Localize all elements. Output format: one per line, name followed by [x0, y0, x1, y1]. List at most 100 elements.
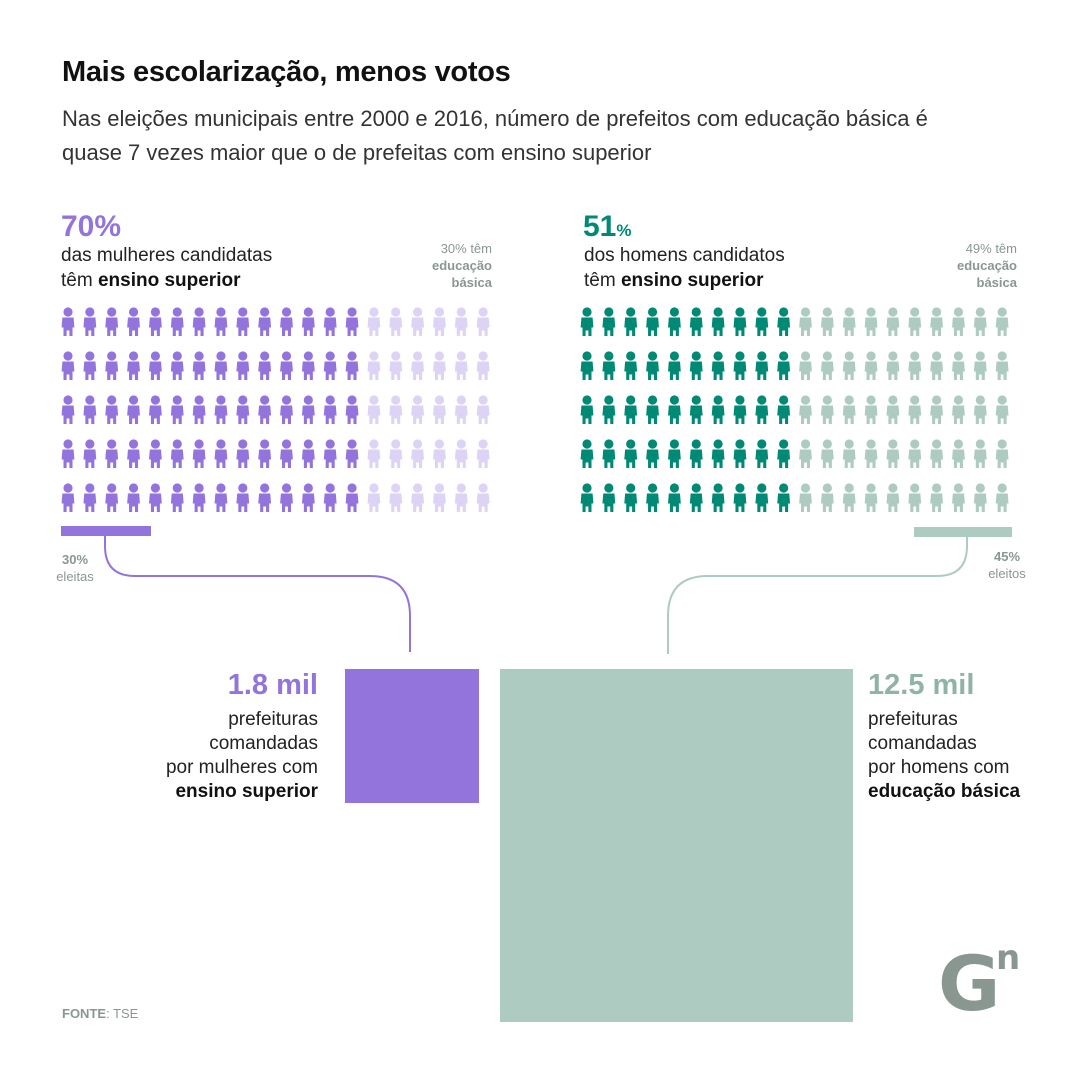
men-person-icon — [755, 439, 769, 468]
women-pct-sign: % — [94, 210, 122, 243]
women-person-icon — [367, 483, 381, 512]
women-person-icon — [170, 307, 184, 336]
women-person-icon — [61, 351, 75, 380]
women-person-icon — [280, 351, 293, 380]
men-person-icon — [973, 395, 987, 424]
men-person-icon — [602, 439, 616, 468]
men-person-icon — [755, 483, 769, 512]
men-person-icon — [820, 483, 834, 512]
men-person-icon — [733, 307, 747, 336]
women-person-icon — [411, 307, 424, 336]
men-desc-line2-pre: têm — [584, 270, 621, 291]
women-person-icon — [301, 307, 315, 336]
men-person-icon — [580, 483, 594, 512]
men-person-icon — [624, 439, 638, 468]
men-person-icon — [689, 351, 703, 380]
women-pct-value: 70 — [61, 210, 95, 243]
women-person-icon — [301, 351, 315, 380]
women-person-icon — [170, 351, 184, 380]
men-person-icon — [930, 483, 943, 512]
women-person-icon — [127, 483, 140, 512]
men-person-icon — [580, 395, 594, 424]
women-desc-line2: têm ensino superior — [61, 268, 272, 293]
men-person-icon — [755, 307, 769, 336]
women-description: das mulheres candidatas têm ensino super… — [61, 243, 272, 293]
women-person-icon — [236, 439, 250, 468]
women-person-icon — [170, 439, 184, 468]
men-person-icon — [952, 351, 965, 380]
women-other-note: 30% têm educação básica — [392, 240, 492, 291]
women-other-line3: básica — [451, 275, 492, 290]
men-person-icon — [624, 395, 638, 424]
women-person-icon — [105, 351, 119, 380]
men-person-icon — [580, 439, 594, 468]
women-person-icon — [476, 483, 490, 512]
men-person-icon — [908, 439, 922, 468]
men-person-icon — [995, 439, 1009, 468]
men-person-icon — [711, 483, 725, 512]
men-person-icon — [973, 351, 987, 380]
men-person-icon — [777, 395, 791, 424]
men-person-icon — [689, 439, 703, 468]
women-other-line1: 30% têm — [440, 241, 492, 256]
women-mil-desc: prefeituras comandadas por mulheres com … — [165, 709, 318, 802]
men-pct-value: 51 — [583, 210, 617, 243]
men-elected-pct: 45% — [993, 549, 1021, 564]
women-person-icon — [433, 439, 446, 468]
women-person-icon — [170, 395, 184, 424]
men-person-icon — [711, 395, 725, 424]
women-person-icon — [476, 395, 490, 424]
women-person-icon — [61, 439, 75, 468]
men-person-icon — [995, 483, 1009, 512]
men-pct-sign: % — [616, 221, 632, 240]
women-mil-block: 1.8 mil prefeituras comandadas por mulhe… — [120, 670, 318, 804]
men-person-icon — [777, 351, 791, 380]
women-person-icon — [192, 307, 206, 336]
women-person-icon — [367, 439, 381, 468]
women-person-icon — [258, 483, 272, 512]
women-mil-square — [345, 669, 479, 803]
men-person-icon — [733, 395, 747, 424]
men-connector — [667, 537, 968, 654]
women-person-icon — [301, 439, 315, 468]
women-person-icon — [258, 307, 272, 336]
women-person-icon — [476, 307, 490, 336]
men-person-icon — [886, 439, 900, 468]
women-person-icon — [389, 351, 403, 380]
women-elected-label: 30% eleitas — [53, 551, 97, 585]
women-person-icon — [127, 351, 140, 380]
women-person-icon — [323, 395, 337, 424]
men-person-icon — [668, 351, 681, 380]
men-desc-line2-bold: ensino superior — [620, 270, 764, 291]
men-person-icon — [842, 483, 856, 512]
women-person-icon — [214, 307, 228, 336]
women-person-icon — [214, 351, 228, 380]
men-person-icon — [646, 395, 659, 424]
women-person-icon — [454, 307, 468, 336]
women-person-icon — [433, 307, 446, 336]
men-person-icon — [820, 351, 834, 380]
men-elected-bar — [914, 527, 1012, 537]
men-person-icon — [755, 395, 769, 424]
men-person-icon — [864, 307, 878, 336]
men-person-icon — [799, 439, 812, 468]
women-person-icon — [367, 395, 381, 424]
men-person-icon — [973, 439, 987, 468]
women-person-icon — [105, 307, 119, 336]
men-person-icon — [580, 351, 594, 380]
women-person-icon — [214, 439, 228, 468]
women-person-icon — [411, 483, 424, 512]
men-person-icon — [799, 307, 812, 336]
women-person-icon — [127, 439, 140, 468]
women-person-icon — [345, 351, 359, 380]
men-person-icon — [689, 307, 703, 336]
women-person-icon — [433, 395, 446, 424]
men-person-icon — [668, 439, 681, 468]
men-person-icon — [580, 307, 594, 336]
men-person-icon — [952, 395, 965, 424]
men-mil-desc: prefeituras comandadas por homens com ed… — [868, 709, 1021, 802]
women-mil-value: 1.8 mil — [227, 669, 318, 701]
women-person-icon — [236, 351, 250, 380]
men-person-icon — [733, 483, 747, 512]
women-person-icon — [149, 351, 162, 380]
